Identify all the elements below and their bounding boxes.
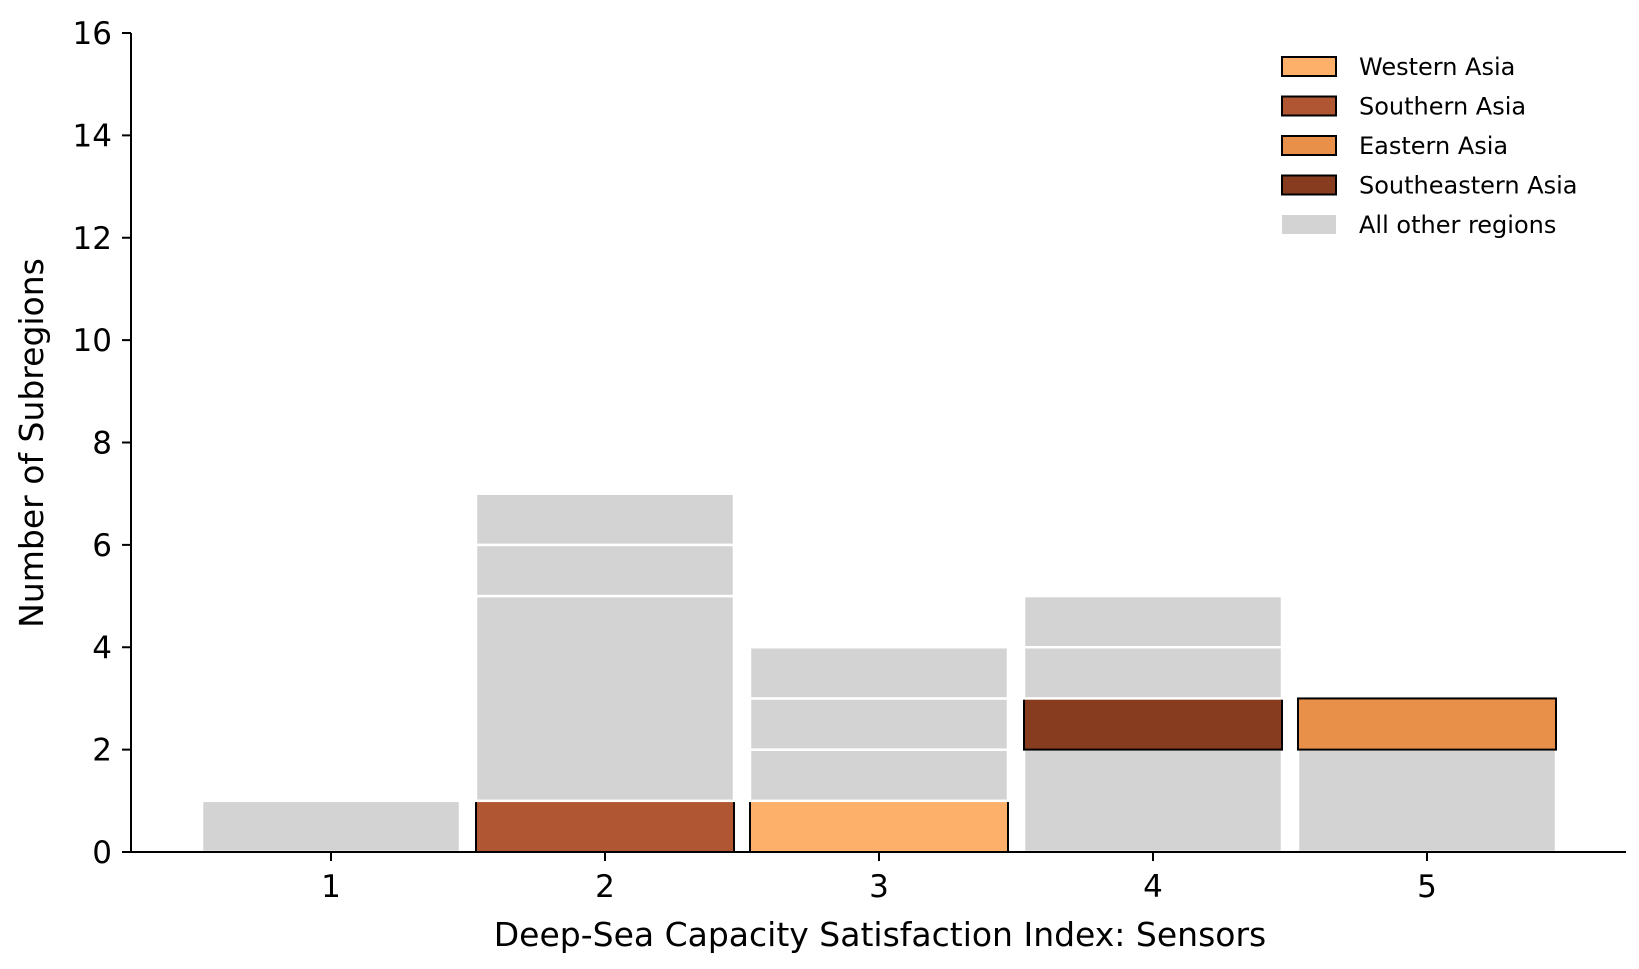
bar-1-segment-1-all-other-regions: [200, 799, 462, 854]
y-tick-label: 8: [92, 426, 112, 462]
bar-4-segment-1-all-other-regions: [1022, 748, 1284, 854]
legend-swatch-southeastern-asia: [1281, 174, 1337, 196]
x-axis-label: Deep-Sea Capacity Satisfaction Index: Se…: [494, 915, 1266, 954]
bar-5-segment-2-eastern-asia: [1297, 697, 1557, 751]
y-ticks: 0 2 4 6 8 10 12 14 16: [73, 16, 131, 871]
x-tick-label: 1: [321, 869, 341, 905]
legend-label-all-other-regions: All other regions: [1359, 211, 1556, 239]
bar-2-segment-3-all-other-regions: [474, 543, 736, 598]
bar-4-segment-4-all-other-regions: [1022, 594, 1284, 649]
bar-3-segment-4-all-other-regions: [748, 646, 1010, 700]
x-tick-label: 2: [595, 869, 615, 905]
y-tick-label: 12: [73, 221, 112, 257]
bar-4-segment-2-southeastern-asia: [1023, 697, 1283, 751]
y-tick-label: 2: [92, 733, 112, 769]
legend-swatch-all-other-regions: [1282, 215, 1336, 234]
bar-2-segment-2-all-other-regions: [474, 594, 736, 803]
x-tick-label: 3: [869, 869, 889, 905]
legend-swatch-eastern-asia: [1281, 135, 1337, 156]
y-tick-label: 0: [92, 835, 112, 871]
bar-4-segment-3-all-other-regions: [1022, 646, 1284, 700]
bar-3-segment-3-all-other-regions: [748, 697, 1010, 751]
y-tick-label: 6: [92, 528, 112, 564]
y-tick-label: 10: [73, 323, 112, 359]
x-tick-label: 4: [1143, 869, 1163, 905]
legend: Western Asia Southern Asia Eastern Asia Sou…: [1281, 53, 1577, 239]
y-tick-label: 16: [73, 16, 112, 52]
x-tick-label: 5: [1417, 869, 1437, 905]
legend-label-eastern-asia: Eastern Asia: [1359, 132, 1508, 160]
x-ticks: 1 2 3 4 5: [321, 852, 1437, 905]
bar-5-segment-1-all-other-regions: [1296, 748, 1558, 854]
y-tick-label: 14: [73, 118, 112, 154]
bar-2-segment-1-southern-asia: [475, 799, 735, 853]
legend-swatch-western-asia: [1281, 56, 1337, 77]
bar-3-segment-1-western-asia: [749, 799, 1009, 853]
y-tick-label: 4: [92, 630, 112, 666]
legend-label-southeastern-asia: Southeastern Asia: [1359, 172, 1577, 200]
legend-swatch-southern-asia: [1281, 95, 1337, 117]
bar-3-segment-2-all-other-regions: [748, 748, 1010, 803]
bars-layer: [200, 492, 1558, 854]
legend-label-southern-asia: Southern Asia: [1359, 93, 1526, 121]
bar-2-segment-4-all-other-regions: [474, 492, 736, 547]
y-axis-label: Number of Subregions: [12, 258, 51, 628]
legend-label-western-asia: Western Asia: [1359, 53, 1515, 81]
